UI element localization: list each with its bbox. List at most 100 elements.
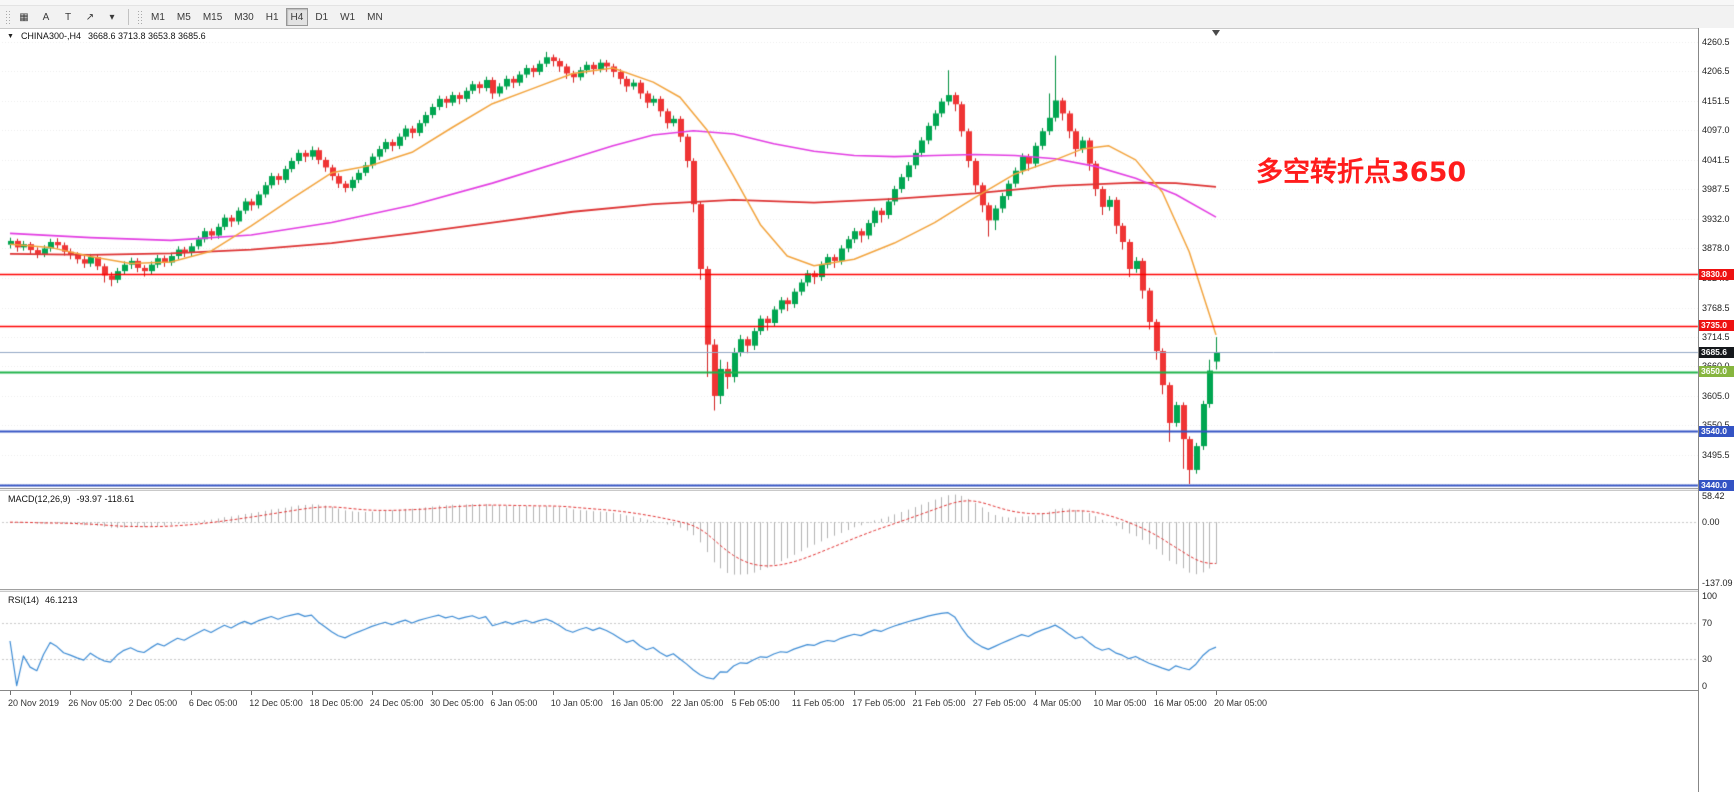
time-tick — [70, 691, 72, 695]
price-tick-label: 3714.5 — [1702, 331, 1730, 342]
macd-title: MACD(12,26,9) — [8, 494, 71, 504]
time-label: 10 Mar 05:00 — [1093, 698, 1147, 708]
time-tick — [1155, 691, 1157, 695]
rsi-panel-label: RSI(14) 46.1213 — [8, 595, 78, 605]
chart-shift-marker — [1212, 30, 1220, 36]
time-label: 30 Dec 05:00 — [430, 698, 484, 708]
draw-tool-dropdown-button[interactable]: ▾ — [102, 8, 122, 26]
cursor-a-button[interactable]: A — [36, 8, 56, 26]
time-label: 5 Feb 05:00 — [731, 698, 780, 708]
timeframe-m1-button[interactable]: M1 — [146, 8, 170, 26]
time-tick — [974, 691, 976, 695]
macd-values: -93.97 -118.61 — [76, 494, 135, 504]
time-tick — [733, 691, 735, 695]
time-label: 20 Mar 05:00 — [1214, 698, 1268, 708]
macd-axis-label: 58.42 — [1702, 491, 1725, 502]
time-tick — [311, 691, 313, 695]
time-label: 4 Mar 05:00 — [1033, 698, 1082, 708]
rsi-title: RSI(14) — [8, 595, 40, 605]
timeframe-button-group: M1 M5 M15 M30 H1 H4 D1 W1 MN — [145, 8, 389, 26]
hline-price-badge: 3830.0 — [1699, 268, 1734, 280]
time-tick — [854, 691, 856, 695]
time-label: 21 Feb 05:00 — [912, 698, 966, 708]
time-label: 16 Jan 05:00 — [611, 698, 664, 708]
rsi-value: 46.1213 — [45, 595, 78, 605]
text-tool-button[interactable]: T — [58, 8, 78, 26]
current-price-badge: 3685.6 — [1699, 346, 1734, 358]
timeframe-d1-button[interactable]: D1 — [310, 8, 333, 26]
timeframe-m5-button[interactable]: M5 — [172, 8, 196, 26]
toolbar-separator — [128, 9, 129, 25]
rsi-axis-label: 30 — [1702, 653, 1713, 664]
price-tick-label: 4097.0 — [1702, 125, 1730, 136]
rsi-axis-label: 70 — [1702, 618, 1713, 629]
toolbar-grip-2[interactable] — [137, 9, 142, 25]
rsi-axis-label: 0 — [1702, 680, 1708, 691]
price-axis[interactable]: 4260.5 4206.5 4151.5 4097.0 4041.5 3987.5 3932… — [1698, 28, 1734, 792]
timeframe-m15-button[interactable]: M15 — [198, 8, 227, 26]
timeframe-h4-button[interactable]: H4 — [285, 8, 309, 26]
time-tick — [552, 691, 554, 695]
time-tick — [613, 691, 614, 695]
timeframe-w1-button[interactable]: W1 — [335, 8, 360, 26]
time-tick — [432, 691, 434, 695]
time-label: 26 Nov 05:00 — [68, 698, 122, 708]
time-tick — [371, 691, 373, 695]
time-label: 18 Dec 05:00 — [309, 698, 364, 708]
price-tick-label: 4260.5 — [1702, 36, 1730, 47]
price-annotation-text[interactable]: 多空转折点3650 — [1256, 157, 1467, 188]
time-axis[interactable]: 20 Nov 2019 26 Nov 05:00 2 Dec 05:00 6 Dec … — [0, 690, 1698, 718]
time-label: 12 Dec 05:00 — [249, 698, 303, 708]
draw-tool-button[interactable]: ↗ — [80, 8, 100, 26]
panel-separator-macd[interactable] — [0, 488, 1734, 491]
price-tick-label: 3605.0 — [1702, 390, 1730, 401]
time-label: 2 Dec 05:00 — [128, 698, 178, 708]
time-label: 22 Jan 05:00 — [671, 698, 724, 708]
panel-separator-rsi[interactable] — [0, 589, 1734, 592]
price-tick-label: 3550.5 — [1702, 420, 1730, 430]
time-label: 20 Nov 2019 — [8, 698, 60, 708]
time-tick — [190, 691, 192, 695]
toolbar: ▦ A T ↗ ▾ M1 M5 M15 M30 H1 H4 D1 W1 MN — [0, 6, 1734, 29]
price-tick-label: 3878.0 — [1702, 243, 1730, 254]
time-tick — [914, 691, 916, 695]
price-tick-label: 4206.5 — [1702, 66, 1730, 77]
time-label: 24 Dec 05:00 — [369, 698, 424, 708]
hline-price-badge: 3650.0 — [1699, 366, 1734, 378]
chart-info: ▼ CHINA300-,H4 3668.6 3713.8 3653.8 3685… — [7, 31, 206, 41]
macd-axis-label: -137.09 — [1702, 578, 1733, 589]
ohlc-values: 3668.6 3713.8 3653.8 3685.6 — [87, 31, 206, 41]
timeframe-m30-button[interactable]: M30 — [229, 8, 258, 26]
time-label: 10 Jan 05:00 — [550, 698, 603, 708]
macd-panel-label: MACD(12,26,9) -93.97 -118.61 — [8, 494, 134, 504]
time-label: 16 Mar 05:00 — [1153, 698, 1207, 708]
time-tick — [673, 691, 675, 695]
time-tick — [10, 691, 11, 695]
toolbar-grip[interactable] — [5, 9, 10, 25]
macd-axis-label: 0.00 — [1702, 517, 1720, 528]
price-tick-label: 3495.5 — [1702, 450, 1730, 461]
timeframe-h1-button[interactable]: H1 — [261, 8, 284, 26]
symbol-period-label: CHINA300-,H4 — [20, 31, 81, 41]
price-tick-label: 3932.0 — [1702, 214, 1730, 225]
time-tick — [251, 691, 253, 695]
hline-price-badge: 3540.0 — [1699, 425, 1734, 437]
time-tick — [1035, 691, 1037, 695]
time-label: 27 Feb 05:00 — [972, 698, 1026, 708]
time-tick — [1216, 691, 1217, 695]
hline-price-badge: 3440.0 — [1699, 479, 1734, 491]
time-tick — [130, 691, 132, 695]
charts-grid-button[interactable]: ▦ — [14, 8, 34, 26]
time-label: 17 Feb 05:00 — [852, 698, 906, 708]
timeframe-mn-button[interactable]: MN — [362, 8, 388, 26]
time-tick — [492, 691, 494, 695]
price-tick-label: 4041.5 — [1702, 155, 1730, 166]
time-label: 6 Dec 05:00 — [188, 698, 238, 708]
price-tick-label: 3768.5 — [1702, 302, 1730, 313]
time-label: 11 Feb 05:00 — [791, 698, 845, 708]
collapse-arrow-icon[interactable]: ▼ — [7, 32, 14, 40]
rsi-axis-label: 100 — [1702, 591, 1718, 602]
hline-price-badge: 3735.0 — [1699, 320, 1734, 332]
